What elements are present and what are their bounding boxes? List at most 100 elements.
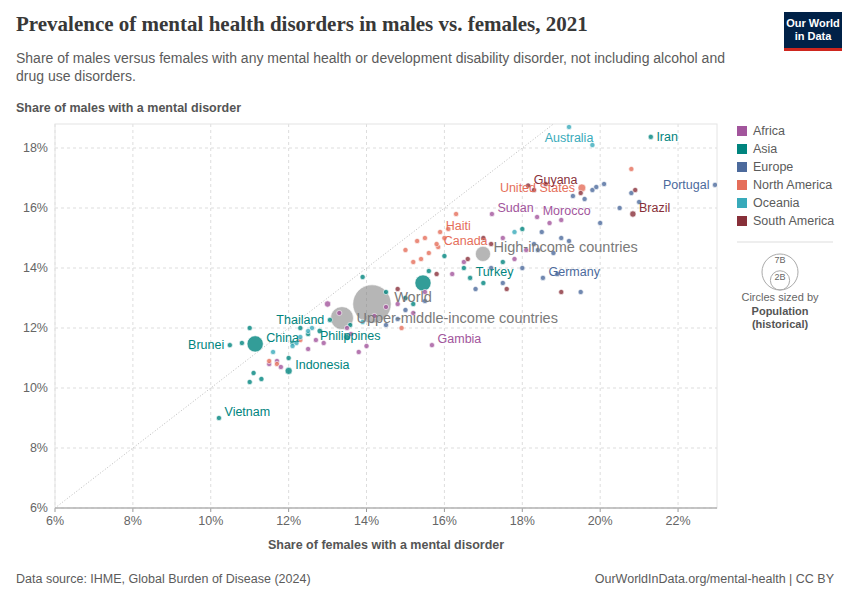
size-legend-variable: Population(historical) <box>752 305 809 330</box>
legend-swatch <box>737 162 747 172</box>
size-legend-circle <box>770 271 789 290</box>
point-label: Iran <box>656 130 678 144</box>
point-label: Portugal <box>663 178 710 192</box>
aggregate-label: High-income countries <box>494 239 638 255</box>
x-tick-label: 8% <box>124 514 142 528</box>
point <box>594 184 599 189</box>
point-label: Turkey <box>476 265 514 279</box>
point <box>383 304 388 309</box>
point <box>270 349 275 354</box>
point-label: Germany <box>549 265 601 279</box>
point <box>356 349 361 354</box>
point <box>512 229 517 234</box>
point <box>648 134 653 139</box>
x-tick-label: 6% <box>46 514 64 528</box>
point <box>465 256 470 261</box>
x-tick-label: 12% <box>276 514 301 528</box>
point <box>251 370 256 375</box>
x-tick <box>678 508 679 512</box>
grid <box>55 124 717 512</box>
point-label: Sudan <box>498 201 534 215</box>
subtitle: Share of males versus females with any m… <box>16 50 725 84</box>
point <box>617 205 622 210</box>
point-label: Gambia <box>438 332 482 346</box>
y-tick-label: 10% <box>23 381 48 395</box>
legend-label: South America <box>753 214 834 228</box>
logo-box <box>784 12 842 48</box>
plot-frame <box>55 124 717 508</box>
point <box>633 187 638 192</box>
point <box>473 286 478 291</box>
size-legend-variable-line: Population <box>752 305 809 317</box>
point <box>450 271 455 276</box>
legend-swatch <box>737 180 747 190</box>
point <box>453 211 458 216</box>
point <box>601 181 606 186</box>
x-tick-label: 20% <box>588 514 613 528</box>
point <box>598 220 603 225</box>
point-label: Canada <box>444 234 488 248</box>
point <box>216 415 221 420</box>
x-axis-line <box>55 508 717 509</box>
size-legend-title: Circles sized by <box>741 291 819 303</box>
x-grid-line <box>600 124 601 508</box>
point <box>559 217 564 222</box>
point <box>403 247 408 252</box>
logo-line: in Data <box>795 30 833 42</box>
point <box>306 346 311 351</box>
point <box>286 355 291 360</box>
point <box>534 214 539 219</box>
point <box>547 220 552 225</box>
chart: Prevalence of mental health disorders in… <box>0 0 850 600</box>
point <box>438 229 443 234</box>
y-tick-label: 6% <box>30 501 48 515</box>
point <box>360 274 365 279</box>
point <box>327 317 332 322</box>
point <box>415 238 420 243</box>
x-tick-label: 16% <box>432 514 457 528</box>
point <box>247 325 252 330</box>
point <box>630 211 636 217</box>
legend-label: Africa <box>753 124 785 138</box>
point <box>247 336 263 352</box>
point-label: China <box>266 331 299 345</box>
logo: Our Worldin Data <box>784 12 842 51</box>
logo-line: Our World <box>786 17 840 29</box>
point <box>578 190 583 195</box>
x-tick <box>366 508 367 512</box>
x-tick-label: 18% <box>510 514 535 528</box>
legend-label: Oceania <box>753 196 800 210</box>
legend-swatch <box>737 198 747 208</box>
point <box>629 166 634 171</box>
size-legend-label: 2B <box>774 272 785 282</box>
point <box>306 328 311 333</box>
point <box>489 211 494 216</box>
x-tick <box>444 508 445 512</box>
y-tick-label: 14% <box>23 261 48 275</box>
point <box>500 280 505 285</box>
point-label: Haiti <box>446 219 471 233</box>
point <box>468 275 473 280</box>
point <box>434 271 439 276</box>
legend: AfricaAsiaEuropeNorth AmericaOceaniaSout… <box>737 124 834 330</box>
source: Data source: IHME, Global Burden of Dise… <box>16 572 311 586</box>
x-tick <box>132 508 133 512</box>
size-legend-variable-line: (historical) <box>752 318 809 330</box>
point <box>500 259 505 264</box>
x-tick-label: 22% <box>666 514 691 528</box>
point <box>520 265 525 270</box>
point <box>504 286 509 291</box>
y-tick-label: 18% <box>23 141 48 155</box>
point <box>578 289 583 294</box>
point <box>337 310 342 315</box>
aggregate-label: World <box>394 289 432 305</box>
x-tick-label: 10% <box>198 514 223 528</box>
point-label: Australia <box>545 131 594 145</box>
size-legend-label: 7B <box>774 255 785 265</box>
x-grid-line <box>210 124 211 508</box>
point <box>313 337 318 342</box>
point <box>324 301 330 307</box>
point-labels: WorldHigh-income countriesUpper-middle-i… <box>188 130 709 419</box>
point-label: Brunei <box>188 338 224 352</box>
aggregate-point <box>475 246 490 261</box>
